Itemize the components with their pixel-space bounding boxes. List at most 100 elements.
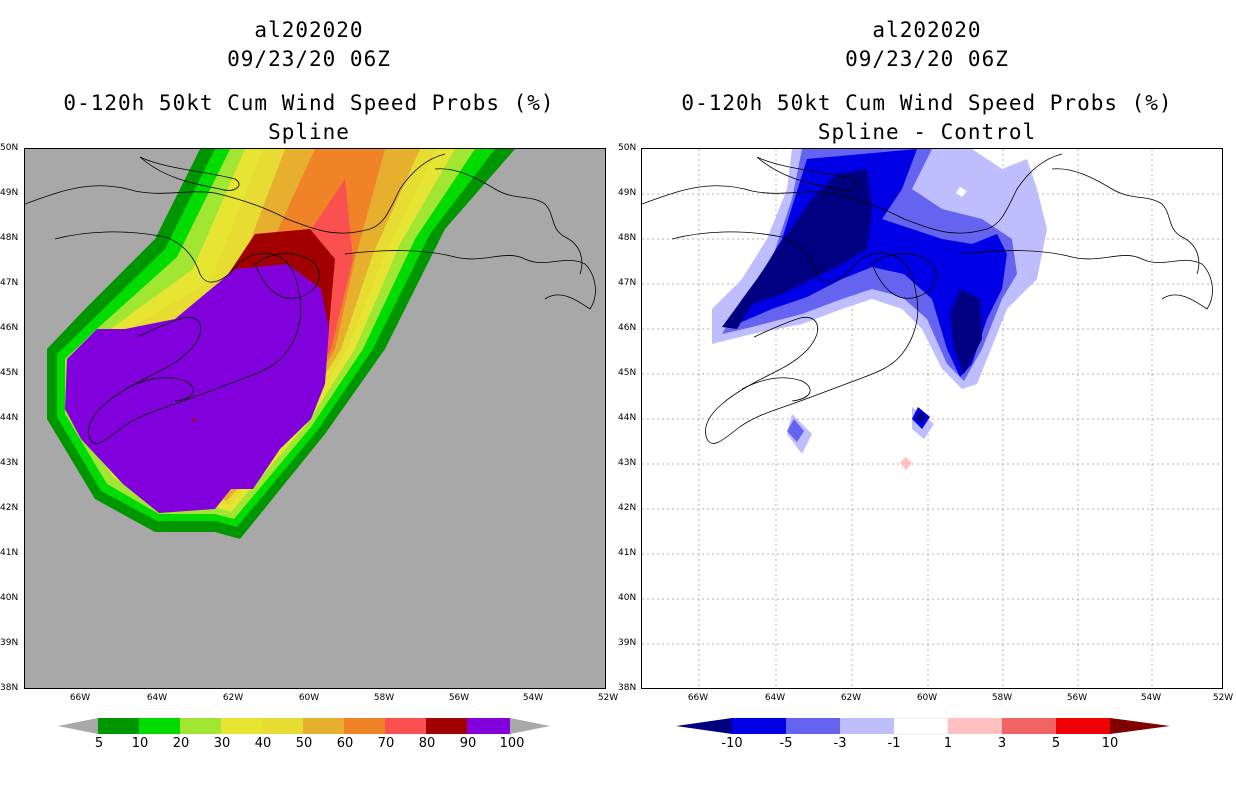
- lon-label: 56W: [1066, 693, 1088, 703]
- lon-label: 52W: [1212, 693, 1234, 703]
- lon-label: 64W: [146, 693, 168, 703]
- lat-label: 47N: [618, 278, 637, 288]
- lat-label: 39N: [0, 638, 19, 648]
- lat-label: 43N: [618, 458, 637, 468]
- lat-label: 45N: [618, 368, 637, 378]
- lat-label: 45N: [0, 368, 19, 378]
- lon-label: 52W: [597, 693, 619, 703]
- colorbar-label: 100: [499, 736, 525, 751]
- colorbar-label: 30: [213, 736, 231, 751]
- lon-label: 54W: [1140, 693, 1162, 703]
- lat-label: 44N: [0, 413, 19, 423]
- lat-label: 42N: [0, 503, 19, 513]
- diff-navy-patch: [916, 411, 926, 423]
- colorbar-end-low: [58, 718, 98, 734]
- datetime-title: 09/23/20 06Z: [227, 47, 391, 71]
- colorbar-swatch: [426, 718, 467, 734]
- colorbar-end-high: [510, 718, 550, 734]
- lat-label: 38N: [0, 683, 19, 693]
- subtitle: Spline - Control: [817, 120, 1037, 144]
- storm-id-title: al202020: [254, 18, 364, 42]
- diff-medium-blue-patch: [787, 419, 804, 442]
- lon-label: 66W: [687, 693, 709, 703]
- colorbar-label: 10: [131, 736, 149, 751]
- colorbar-label: 50: [295, 736, 313, 751]
- lat-label: 42N: [618, 503, 637, 513]
- lat-label: 41N: [618, 548, 637, 558]
- colorbar-label: 20: [172, 736, 190, 751]
- lat-label: 46N: [618, 323, 637, 333]
- colorbar-end-low: [676, 718, 732, 734]
- colorbar-label: 90: [459, 736, 477, 751]
- lat-label: 50N: [618, 143, 637, 153]
- lat-label: 38N: [618, 683, 637, 693]
- subtitle: Spline: [268, 120, 350, 144]
- colorbar-swatch: [262, 718, 303, 734]
- probability-map: [24, 148, 606, 689]
- colorbar-swatch: [180, 718, 221, 734]
- lon-label: 60W: [298, 693, 320, 703]
- lat-label: 39N: [618, 638, 637, 648]
- lat-label: 49N: [0, 188, 19, 198]
- lat-label: 46N: [0, 323, 19, 333]
- colorbar-swatch: [948, 718, 1002, 734]
- right-panel: al202020 09/23/20 06Z 0-120h 50kt Cum Wi…: [618, 0, 1236, 800]
- colorbar-label: 40: [254, 736, 272, 751]
- colorbar-swatch: [893, 717, 949, 735]
- lon-label: 60W: [916, 693, 938, 703]
- lat-label: 41N: [0, 548, 19, 558]
- colorbar-label: 10: [1101, 736, 1119, 751]
- diff-pink-patch: [900, 457, 912, 470]
- coastlines: [642, 153, 1213, 444]
- colorbar-label: 1: [943, 736, 953, 751]
- lon-label: 58W: [373, 693, 395, 703]
- lat-label: 50N: [0, 143, 19, 153]
- lat-label: 47N: [0, 278, 19, 288]
- lat-label: 43N: [0, 458, 19, 468]
- lat-label: 40N: [618, 593, 637, 603]
- colorbar-label: 3: [997, 736, 1007, 751]
- storm-id-title: al202020: [872, 18, 982, 42]
- colorbar-swatch: [139, 718, 180, 734]
- colorbar-label: 60: [336, 736, 354, 751]
- colorbar-label: -3: [833, 736, 847, 751]
- colorbar-label: 80: [418, 736, 436, 751]
- diff-navy: [722, 169, 872, 329]
- colorbar-swatch: [840, 718, 894, 734]
- lat-label: 40N: [0, 593, 19, 603]
- colorbar-label: -1: [887, 736, 901, 751]
- product-title: 0-120h 50kt Cum Wind Speed Probs (%): [681, 91, 1173, 115]
- lon-label: 62W: [840, 693, 862, 703]
- colorbar-swatch: [467, 718, 510, 734]
- colorbar-swatch: [303, 718, 344, 734]
- colorbar-label: -10: [721, 736, 743, 751]
- colorbar-label: 5: [94, 736, 104, 751]
- colorbar-swatch: [385, 718, 426, 734]
- datetime-title: 09/23/20 06Z: [845, 47, 1009, 71]
- difference-map: [641, 148, 1223, 689]
- colorbar-swatch: [1002, 718, 1056, 734]
- colorbar-swatch: [98, 718, 139, 734]
- lon-label: 56W: [448, 693, 470, 703]
- lon-label: 62W: [222, 693, 244, 703]
- lat-label: 44N: [618, 413, 637, 423]
- lon-label: 66W: [69, 693, 91, 703]
- lon-label: 54W: [522, 693, 544, 703]
- diff-blue: [722, 149, 1007, 377]
- colorbar: [58, 715, 558, 737]
- lon-label: 58W: [991, 693, 1013, 703]
- product-title: 0-120h 50kt Cum Wind Speed Probs (%): [63, 91, 555, 115]
- diff-white-patch: [956, 187, 967, 197]
- lat-label: 48N: [0, 233, 19, 243]
- left-panel: al202020 09/23/20 06Z 0-120h 50kt Cum Wi…: [0, 18, 619, 751]
- swath-100: [65, 264, 329, 513]
- lon-label: 64W: [764, 693, 786, 703]
- colorbar-swatch: [786, 718, 840, 734]
- colorbar-swatch: [732, 718, 786, 734]
- diff-navy-patch: [950, 289, 982, 374]
- colorbar-swatch: [221, 718, 262, 734]
- colorbar-swatch: [1056, 718, 1110, 734]
- colorbar-label: 5: [1051, 736, 1061, 751]
- colorbar-label: 70: [377, 736, 395, 751]
- coastlines: [25, 153, 596, 444]
